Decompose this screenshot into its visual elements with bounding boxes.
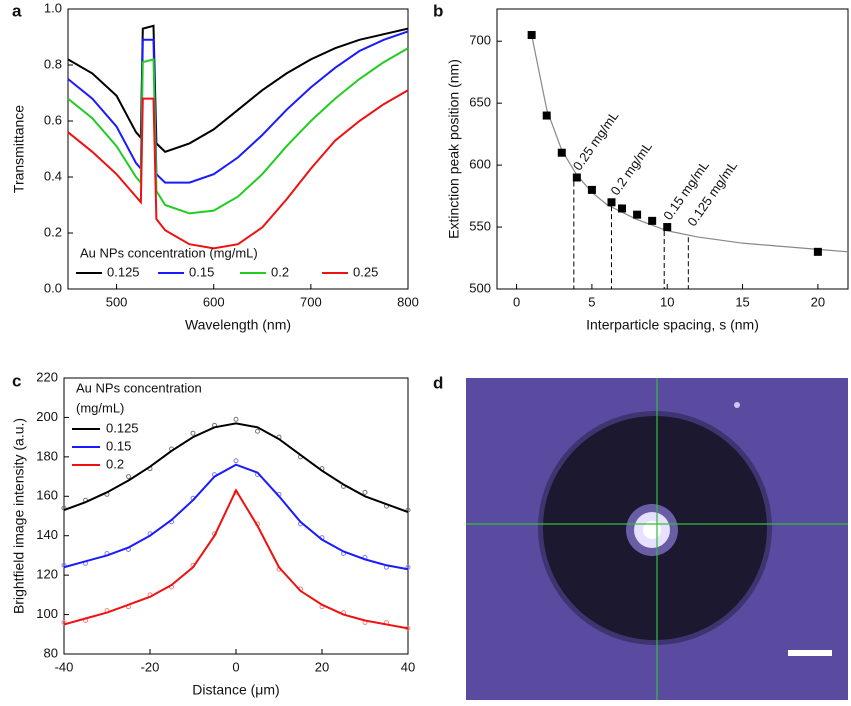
series-line xyxy=(63,488,409,630)
y-tick-label: 700 xyxy=(469,33,491,48)
x-tick-label: 0 xyxy=(232,659,239,674)
legend-label: 0.15 xyxy=(106,438,131,453)
legend-label: 0.125 xyxy=(106,420,139,435)
marker xyxy=(527,31,536,40)
y-tick-label: 0.2 xyxy=(44,224,62,239)
y-tick-label: 140 xyxy=(36,527,58,542)
x-tick-label: -20 xyxy=(141,659,160,674)
y-tick-label: 180 xyxy=(36,448,58,463)
x-tick-label: 800 xyxy=(397,294,419,309)
y-tick-label: 80 xyxy=(44,645,58,660)
y-tick-label: 200 xyxy=(36,409,58,424)
series-line xyxy=(67,24,409,153)
x-tick-label: 700 xyxy=(300,294,322,309)
y-tick-label: 550 xyxy=(469,218,491,233)
marker xyxy=(587,185,596,194)
y-tick-label: 650 xyxy=(469,95,491,110)
annotation-label: 0.2 mg/mL xyxy=(607,139,655,198)
series-line xyxy=(63,422,409,513)
legend-title: Au NPs concentration xyxy=(76,380,202,395)
plot-frame xyxy=(67,8,409,290)
y-tick-label: 1.0 xyxy=(44,0,62,15)
marker xyxy=(572,173,581,182)
legend-label: 0.25 xyxy=(353,264,378,279)
legend-label: 0.125 xyxy=(107,264,140,279)
y-tick-label: 500 xyxy=(469,280,491,295)
legend-label: 0.2 xyxy=(106,456,124,471)
y-axis-label: Transmittance xyxy=(11,105,27,193)
y-tick-label: 0.6 xyxy=(44,112,62,127)
legend-title: (mg/mL) xyxy=(76,400,124,415)
legend-label: 0.15 xyxy=(189,264,214,279)
panel-label: c xyxy=(12,371,21,390)
y-tick-label: 160 xyxy=(36,488,58,503)
x-axis-label: Wavelength (nm) xyxy=(185,317,291,333)
speck xyxy=(734,402,740,408)
y-tick-label: 600 xyxy=(469,157,491,172)
marker xyxy=(633,210,642,219)
series-line xyxy=(67,89,409,250)
y-axis-label: Extinction peak position (nm) xyxy=(446,59,462,239)
x-tick-label: -40 xyxy=(55,659,74,674)
y-tick-label: 100 xyxy=(36,606,58,621)
marker xyxy=(813,247,822,256)
marker xyxy=(542,111,551,120)
annotation-label: 0.25 mg/mL xyxy=(570,108,622,173)
x-tick-label: 20 xyxy=(811,294,825,309)
marker xyxy=(61,562,67,568)
x-tick-label: 15 xyxy=(735,294,749,309)
marker xyxy=(618,204,627,213)
y-tick-label: 0.0 xyxy=(44,280,62,295)
series-line xyxy=(67,30,409,184)
x-tick-label: 40 xyxy=(401,659,415,674)
panel-label: a xyxy=(12,1,22,20)
x-tick-label: 500 xyxy=(106,294,128,309)
marker xyxy=(405,507,411,513)
y-tick-label: 0.4 xyxy=(44,168,62,183)
marker xyxy=(190,430,196,436)
marker xyxy=(405,564,411,570)
x-axis-label: Distance (μm) xyxy=(192,682,279,698)
x-axis-label: Interparticle spacing, s (nm) xyxy=(586,317,759,333)
marker xyxy=(61,619,67,625)
x-tick-label: 10 xyxy=(660,294,674,309)
plot-frame xyxy=(496,8,849,290)
marker xyxy=(255,428,260,434)
micrograph xyxy=(466,378,848,700)
marker xyxy=(663,223,672,232)
y-tick-label: 120 xyxy=(36,567,58,582)
y-tick-label: 220 xyxy=(36,369,58,384)
marker xyxy=(362,489,368,495)
legend-label: 0.2 xyxy=(271,264,289,279)
panel-label: b xyxy=(433,1,443,20)
y-axis-label: Brightfield image intensity (a.u.) xyxy=(11,418,27,614)
marker xyxy=(557,148,566,157)
series-line xyxy=(63,463,409,571)
x-tick-label: 5 xyxy=(588,294,595,309)
marker xyxy=(648,216,657,225)
x-tick-label: 20 xyxy=(315,659,329,674)
marker xyxy=(233,458,239,464)
panel-label: d xyxy=(433,373,443,392)
y-tick-label: 0.8 xyxy=(44,56,62,71)
x-tick-label: 0 xyxy=(513,294,520,309)
marker xyxy=(233,416,239,422)
marker xyxy=(607,198,616,207)
x-tick-label: 600 xyxy=(203,294,225,309)
plot-frame xyxy=(63,377,409,655)
legend-title: Au NPs concentration (mg/mL) xyxy=(80,245,258,260)
marker xyxy=(126,474,131,480)
series-line xyxy=(67,47,409,215)
scale-bar xyxy=(788,650,832,656)
marker xyxy=(61,505,67,511)
